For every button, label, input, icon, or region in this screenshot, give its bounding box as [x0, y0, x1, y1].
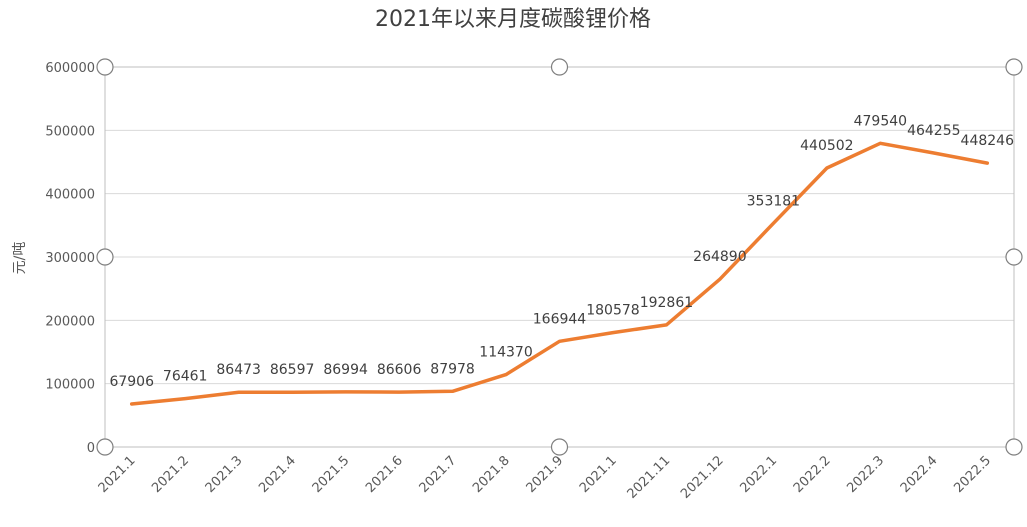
data-label: 114370 [479, 345, 532, 361]
resize-handle[interactable] [550, 438, 569, 456]
resize-handle[interactable] [1005, 248, 1023, 266]
data-label: 479540 [854, 113, 907, 129]
resize-handle[interactable] [96, 58, 114, 76]
data-label: 86597 [270, 362, 315, 378]
x-tick-label: 2022.2 [791, 453, 834, 496]
x-tick-label: 2021.3 [203, 453, 246, 496]
plot-selection-frame[interactable] [96, 58, 1023, 456]
x-tick-label: 2021.9 [524, 453, 567, 496]
x-tick-label: 2021.1 [96, 453, 139, 496]
resize-handle[interactable] [96, 248, 114, 266]
resize-handle[interactable] [96, 438, 114, 456]
data-label: 192861 [640, 295, 693, 311]
y-tick-label: 0 [87, 441, 95, 456]
y-tick-label: 600000 [45, 61, 95, 76]
x-tick-label: 2021.11 [625, 453, 674, 502]
x-tick-label: 2021.12 [678, 453, 727, 502]
resize-handle[interactable] [1005, 58, 1023, 76]
data-label: 440502 [800, 138, 853, 154]
data-label: 264890 [693, 249, 746, 265]
data-label: 76461 [163, 369, 208, 385]
x-tick-label: 2021.5 [310, 453, 353, 496]
x-tick-label: 2021.7 [417, 453, 460, 496]
y-tick-label: 100000 [45, 378, 95, 393]
y-axis-ticks: 0 100000 200000 300000 400000 500000 600000 [45, 61, 95, 456]
x-tick-label: 2021.8 [470, 453, 513, 496]
y-tick-label: 300000 [45, 251, 95, 266]
x-tick-label: 2021.1 [577, 453, 620, 496]
x-tick-label: 2021.6 [363, 453, 406, 496]
data-label: 464255 [907, 123, 960, 139]
data-label: 180578 [586, 303, 639, 319]
x-tick-label: 2021.2 [149, 453, 192, 496]
x-axis-ticks: 2021.1 2021.2 2021.3 2021.4 2021.5 2021.6 2021… [96, 453, 994, 502]
data-label: 448246 [961, 133, 1015, 149]
x-tick-label: 2022.1 [737, 453, 780, 496]
series-line [129, 141, 990, 406]
data-label: 87978 [430, 361, 475, 377]
data-label: 353181 [747, 193, 800, 209]
y-tick-label: 400000 [45, 188, 95, 203]
x-tick-label: 2022.5 [951, 453, 994, 496]
resize-handle[interactable] [1005, 438, 1023, 456]
y-tick-label: 500000 [45, 124, 95, 139]
resize-handle[interactable] [550, 58, 569, 76]
series-lines [129, 141, 990, 406]
x-tick-label: 2021.4 [256, 453, 299, 496]
data-labels: 67906 76461 86473 86597 86994 86606 8797811437… [109, 113, 1014, 390]
data-label: 86473 [216, 362, 261, 378]
data-label: 86606 [377, 362, 422, 378]
y-axis-label: 元/吨 [12, 242, 28, 275]
data-label: 166944 [533, 311, 587, 327]
chart-title: 2021年以来月度碳酸锂价格 [375, 7, 651, 32]
data-label: 67906 [109, 374, 154, 390]
y-tick-label: 200000 [45, 314, 95, 329]
x-tick-label: 2022.4 [898, 453, 941, 496]
data-label: 86994 [323, 362, 368, 378]
x-tick-label: 2022.3 [844, 453, 887, 496]
